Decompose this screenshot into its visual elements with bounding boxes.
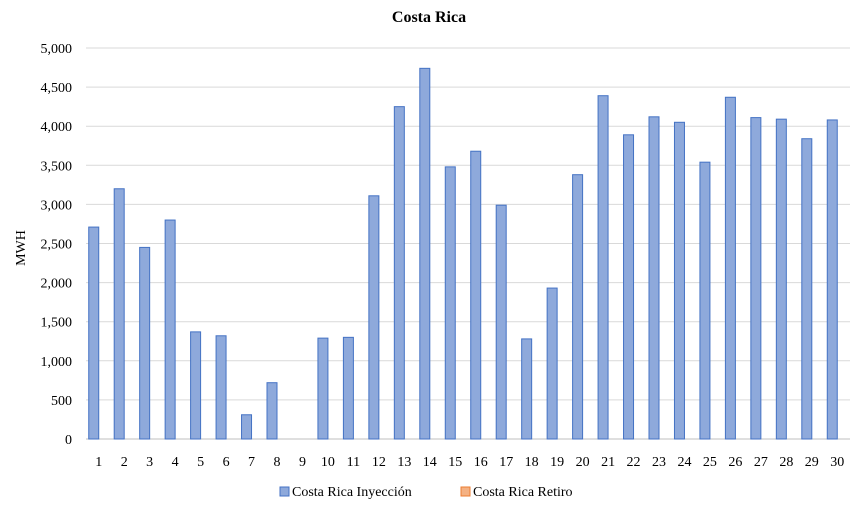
y-tick-label: 1,000	[41, 355, 73, 370]
x-tick-label: 24	[677, 455, 691, 470]
bar-inyeccion-18	[521, 338, 533, 440]
bar-inyeccion-2	[113, 188, 125, 440]
y-tick-label: 4,500	[41, 81, 73, 96]
x-tick-label: 16	[474, 455, 488, 470]
x-tick-label: 27	[754, 455, 768, 470]
y-tick-label: 500	[51, 394, 72, 409]
x-tick-label: 20	[576, 455, 590, 470]
x-tick-label: 19	[550, 455, 564, 470]
y-tick-label: 2,500	[41, 238, 73, 253]
bar-inyeccion-26	[724, 96, 736, 440]
bar-inyeccion-13	[393, 106, 405, 440]
y-tick-label: 2,000	[41, 277, 73, 292]
x-tick-labels: 1 2 3 4 5 6 7 8 9 10 11 12 13 14 15 16 17 18 19 20 21 22 23 24 2…	[95, 455, 844, 470]
x-tick-label: 4	[172, 455, 179, 470]
bar-inyeccion-10	[317, 337, 329, 440]
bar-inyeccion-22	[623, 134, 635, 440]
x-tick-label: 1	[95, 455, 102, 470]
x-tick-label: 7	[248, 455, 255, 470]
y-tick-label: 4,000	[41, 120, 73, 135]
bar-inyeccion-30	[826, 119, 838, 440]
x-tick-label: 8	[274, 455, 281, 470]
bar-inyeccion-12	[368, 195, 380, 440]
bar-inyeccion-7	[241, 414, 253, 440]
x-tick-label: 29	[805, 455, 819, 470]
bar-inyeccion-24	[673, 121, 685, 440]
y-tick-label: 1,500	[41, 316, 73, 331]
x-tick-label: 3	[146, 455, 153, 470]
y-tick-label: 3,500	[41, 159, 73, 174]
x-tick-label: 28	[779, 455, 793, 470]
y-tick-labels: 0 500 1,000 1,500 2,000 2,500 3,000 3,500 4,000 4…	[41, 42, 73, 448]
x-tick-label: 5	[197, 455, 204, 470]
bar-inyeccion-15	[444, 166, 456, 440]
x-tick-label: 6	[223, 455, 230, 470]
bar-inyeccion-8	[266, 382, 278, 440]
bar-inyeccion-11	[342, 336, 354, 440]
x-tick-label: 26	[728, 455, 742, 470]
legend-label: Costa Rica Inyección	[292, 485, 412, 500]
legend-label: Costa Rica Retiro	[473, 485, 573, 500]
x-tick-label: 18	[525, 455, 539, 470]
x-tick-label: 2	[121, 455, 128, 470]
bars	[88, 67, 838, 440]
bar-inyeccion-1	[88, 226, 100, 440]
x-tick-label: 21	[601, 455, 615, 470]
chart-title: Costa Rica	[392, 9, 466, 26]
x-tick-label: 15	[448, 455, 462, 470]
bar-inyeccion-17	[495, 204, 507, 440]
legend: Costa Rica Inyección Costa Rica Retiro	[279, 485, 573, 500]
bar-inyeccion-16	[470, 150, 482, 440]
bar-inyeccion-23	[648, 116, 660, 440]
bar-inyeccion-25	[699, 161, 711, 440]
y-axis-label: MWH	[14, 230, 29, 266]
bar-inyeccion-20	[572, 174, 584, 440]
bar-inyeccion-28	[775, 118, 787, 440]
x-tick-label: 11	[347, 455, 360, 470]
x-tick-label: 14	[423, 455, 437, 470]
bar-inyeccion-21	[597, 95, 609, 440]
x-tick-label: 9	[299, 455, 306, 470]
y-tick-label: 0	[65, 433, 72, 448]
bar-inyeccion-6	[215, 335, 227, 440]
grid-lines	[86, 47, 850, 440]
legend-swatch	[279, 486, 290, 497]
x-tick-label: 10	[321, 455, 335, 470]
x-tick-label: 17	[499, 455, 513, 470]
bar-inyeccion-14	[419, 67, 431, 440]
bar-inyeccion-29	[801, 138, 813, 440]
x-tick-label: 12	[372, 455, 386, 470]
y-tick-label: 3,000	[41, 198, 73, 213]
x-tick-label: 25	[703, 455, 717, 470]
bar-inyeccion-3	[139, 246, 151, 440]
x-tick-label: 22	[627, 455, 641, 470]
bar-inyeccion-4	[164, 219, 176, 440]
x-tick-label: 13	[397, 455, 411, 470]
x-tick-label: 30	[830, 455, 844, 470]
legend-swatch	[460, 486, 471, 497]
x-tick-label: 23	[652, 455, 666, 470]
bar-inyeccion-5	[190, 331, 202, 440]
y-tick-label: 5,000	[41, 42, 73, 57]
bar-inyeccion-19	[546, 287, 558, 440]
bar-inyeccion-27	[750, 117, 762, 440]
